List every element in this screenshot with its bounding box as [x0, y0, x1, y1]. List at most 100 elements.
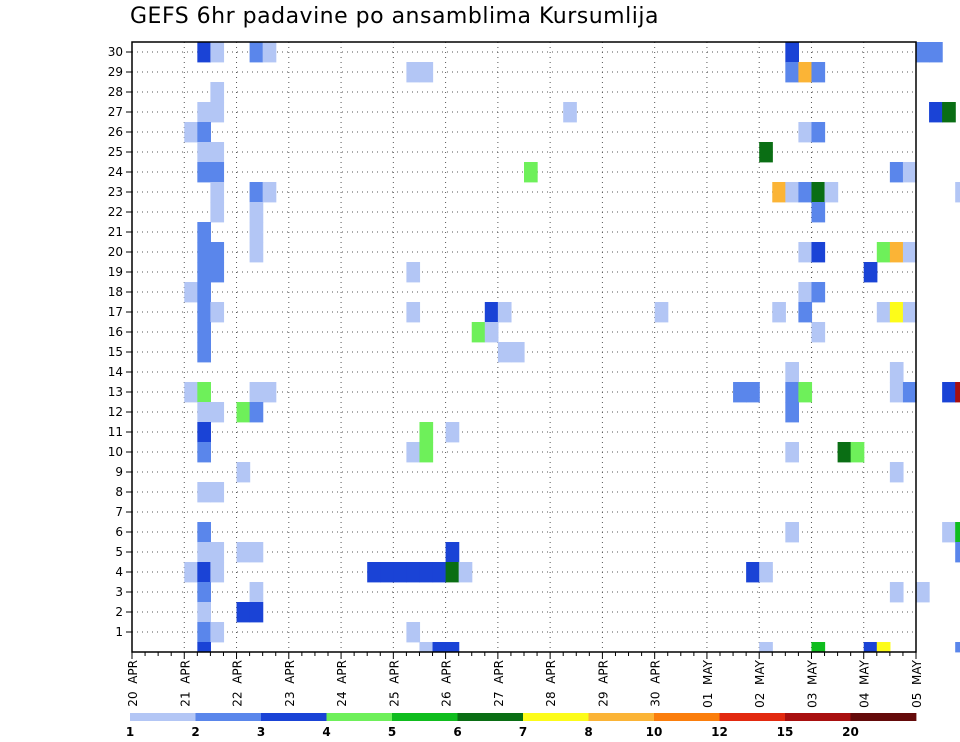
y-tick-label: 11	[108, 425, 123, 439]
colorbar-label: 10	[646, 725, 663, 739]
y-tick-label: 5	[115, 545, 123, 559]
precip-cell	[811, 122, 826, 143]
precip-cell	[210, 562, 225, 583]
y-tick-label: 3	[115, 585, 123, 599]
precip-cell	[811, 322, 826, 343]
precip-cell	[184, 122, 198, 143]
precip-cell	[419, 642, 434, 653]
y-tick-label: 4	[115, 565, 123, 579]
precip-cell	[759, 642, 773, 653]
precip-cell	[889, 362, 904, 383]
precip-cell	[406, 442, 421, 463]
precip-cell	[419, 562, 434, 583]
precip-cell	[249, 182, 264, 203]
y-tick-label: 24	[108, 165, 123, 179]
precip-cell	[197, 622, 211, 643]
precip-cell	[563, 102, 577, 123]
colorbar-swatch	[261, 713, 327, 721]
precip-cell	[916, 582, 930, 603]
precip-cell	[902, 302, 917, 323]
x-tick-label: 01 MAY	[701, 659, 715, 708]
y-tick-label: 6	[115, 525, 123, 539]
precip-cell	[197, 582, 211, 603]
precip-cell	[197, 162, 211, 183]
colorbar-label: 5	[388, 725, 396, 739]
precip-cell	[942, 522, 956, 543]
precip-cell	[197, 482, 211, 503]
x-tick-label: 23 APR	[283, 660, 297, 707]
x-tick-label: 24 APR	[335, 660, 349, 707]
precip-cell	[798, 282, 813, 303]
precip-cell	[876, 242, 891, 263]
precip-cell	[197, 402, 211, 423]
precip-cell	[785, 42, 799, 63]
precip-cell	[811, 282, 826, 303]
precip-cell	[772, 302, 786, 323]
precip-cell	[249, 602, 264, 623]
y-tick-label: 8	[115, 485, 123, 499]
precip-cell	[811, 62, 826, 83]
y-tick-label: 1	[115, 625, 123, 639]
precip-cell	[197, 562, 211, 583]
x-tick-label: 26 APR	[440, 660, 454, 707]
x-tick-label: 30 APR	[649, 660, 663, 707]
x-tick-label: 03 MAY	[805, 659, 819, 708]
y-tick-label: 17	[108, 305, 123, 319]
precip-cell	[445, 422, 460, 443]
y-tick-label: 25	[108, 145, 123, 159]
precip-cell	[484, 322, 499, 343]
precip-cell	[524, 162, 538, 183]
precip-cell	[445, 642, 460, 653]
precip-cell	[445, 562, 460, 583]
precip-cell	[863, 262, 878, 283]
precip-cell	[197, 42, 211, 63]
precip-cell	[876, 302, 891, 323]
precip-cell	[746, 382, 760, 403]
precip-cell	[798, 182, 813, 203]
chart-title: GEFS 6hr padavine po ansamblima Kursumli…	[130, 4, 659, 29]
precip-cell	[929, 102, 943, 123]
precip-cell	[929, 42, 943, 63]
precip-cell	[445, 542, 460, 563]
precip-cell	[798, 302, 813, 323]
precip-cell	[210, 42, 225, 63]
y-tick-label: 14	[108, 365, 123, 379]
colorbar-swatch	[130, 713, 196, 721]
y-tick-label: 26	[108, 125, 123, 139]
colorbar-label: 2	[191, 725, 199, 739]
y-tick-label: 2	[115, 605, 123, 619]
precip-cell	[955, 542, 960, 563]
precip-cell	[197, 642, 211, 653]
colorbar-label: 15	[777, 725, 794, 739]
precip-cell	[942, 102, 956, 123]
y-tick-label: 28	[108, 85, 123, 99]
y-tick-label: 22	[108, 205, 123, 219]
precip-cell	[785, 402, 799, 423]
precip-cell	[902, 382, 917, 403]
precip-cell	[759, 142, 773, 163]
precip-cell	[785, 362, 799, 383]
y-tick-label: 15	[108, 345, 123, 359]
precip-cell	[798, 382, 813, 403]
precip-cell	[197, 262, 211, 283]
precip-cell	[484, 302, 499, 323]
precip-cell	[811, 242, 826, 263]
precip-cell	[811, 202, 826, 223]
colorbar-label: 1	[126, 725, 134, 739]
precip-cell	[785, 522, 799, 543]
colorbar-swatch	[588, 713, 655, 721]
colorbar-swatch	[654, 713, 720, 721]
precip-cell	[798, 242, 813, 263]
colorbar-swatch	[457, 713, 524, 721]
precip-cell	[210, 542, 225, 563]
precip-cell	[406, 622, 421, 643]
precip-cell	[197, 122, 211, 143]
precip-cell	[236, 602, 251, 623]
precip-cell	[432, 562, 447, 583]
precip-cell	[236, 462, 251, 483]
precip-cell	[889, 302, 904, 323]
x-tick-label: 27 APR	[492, 660, 506, 707]
precip-cell	[733, 382, 747, 403]
precip-cell	[876, 642, 891, 653]
precip-cell	[824, 182, 839, 203]
